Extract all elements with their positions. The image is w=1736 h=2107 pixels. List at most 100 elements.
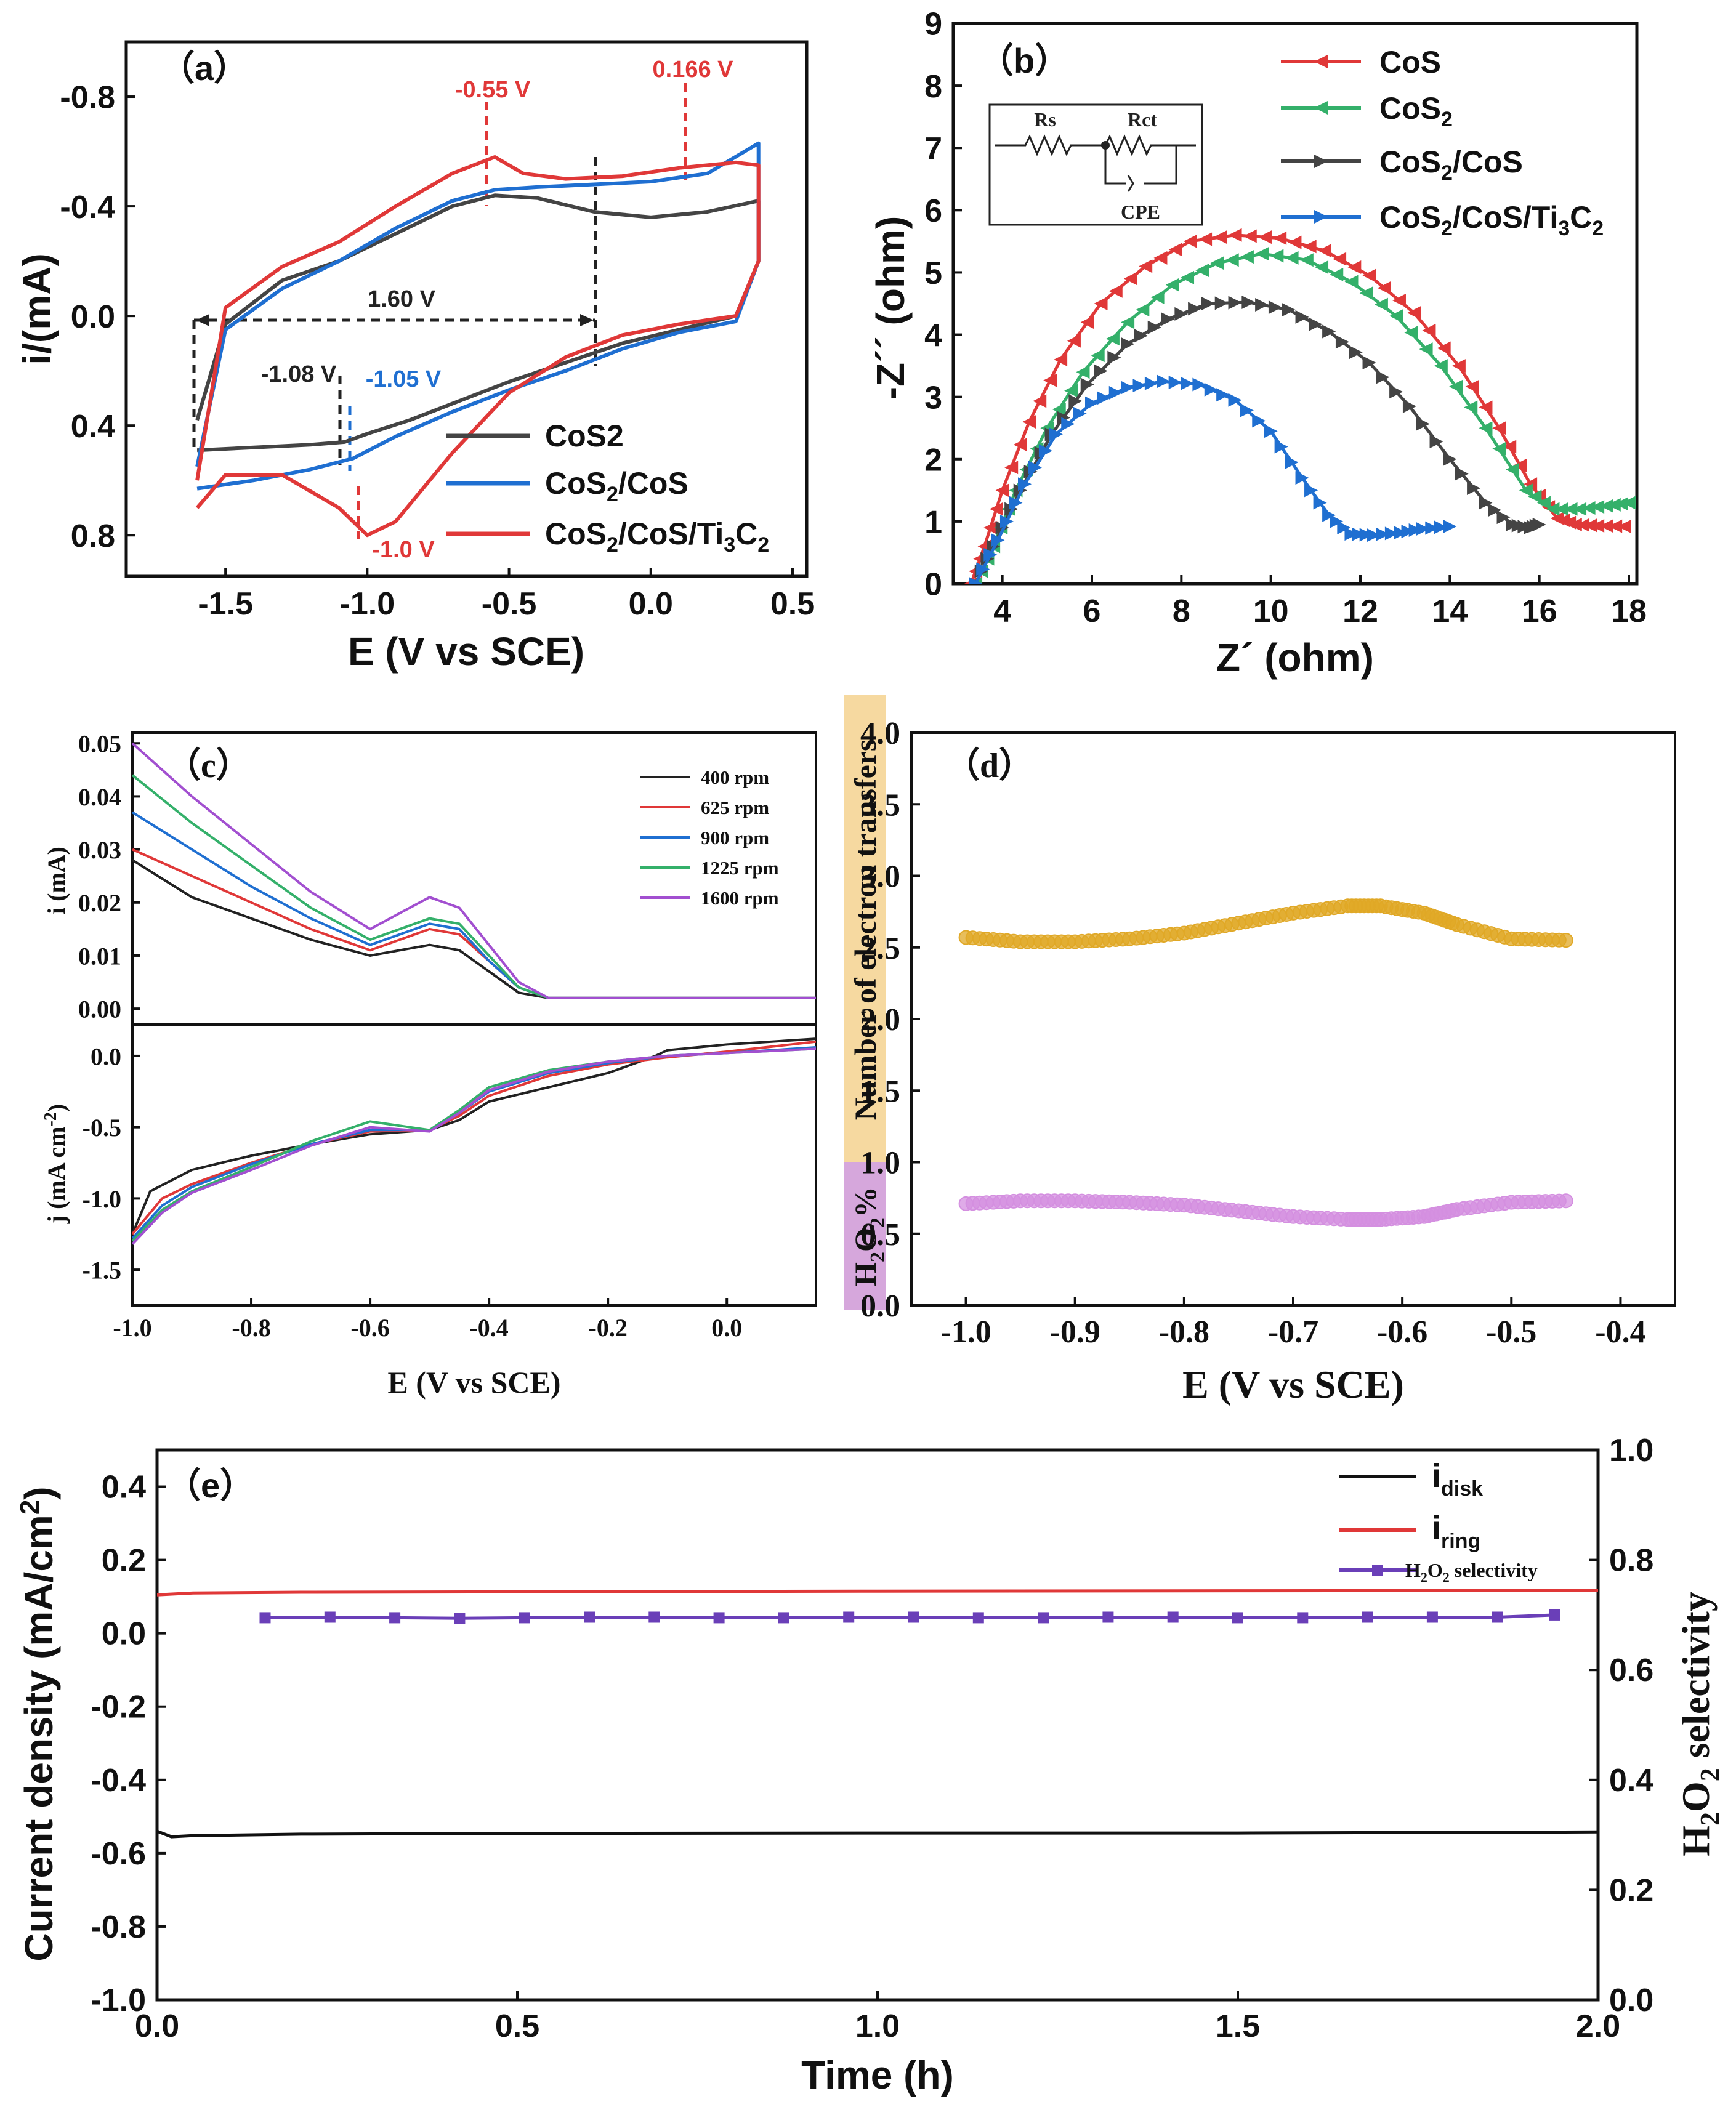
panel-b-marker-0 (1213, 230, 1227, 244)
panel-d-label: （d） (945, 746, 1033, 785)
panel-b-marker-0 (1583, 518, 1597, 533)
panel-b-marker-3 (1049, 427, 1063, 441)
panel-b-marker-3 (1313, 496, 1327, 510)
panel-b-ytick-label: 9 (924, 7, 942, 42)
panel-b-marker-1 (1404, 326, 1418, 340)
panel-b-marker-1 (1315, 260, 1329, 275)
panel-e-marker (1167, 1611, 1179, 1623)
panel-e-marker (1549, 1609, 1560, 1621)
panel-b-marker-0 (1183, 234, 1197, 248)
panel-e-marker (584, 1611, 595, 1623)
panel-b-marker-3 (1228, 393, 1242, 407)
panel-d-ytick-label: 0.5 (860, 1217, 900, 1252)
panel-b-marker-0 (1228, 228, 1242, 242)
legend-label-cos: CoS (1379, 45, 1441, 79)
panel-e-ytick-label: -0.4 (91, 1763, 146, 1799)
rs-label: Rs (1034, 108, 1056, 131)
panel-b-marker-3 (1264, 424, 1278, 438)
panel-d-point-0 (1558, 933, 1573, 948)
panel-b-marker-0 (1465, 379, 1479, 393)
panel-b-marker-0 (1123, 272, 1137, 286)
panel-b-marker-3 (1274, 440, 1288, 454)
panel-c-legend-label-2: 900 rpm (701, 827, 769, 848)
arrow-left (196, 314, 209, 326)
panel-b-marker-3 (1352, 527, 1366, 541)
panel-b-series-3 (974, 379, 1450, 584)
panel-c-top-ytick-label: 0.01 (78, 942, 121, 970)
annotation-0.55V: -0.55 V (455, 77, 531, 103)
panel-b-marker-0 (1080, 315, 1094, 329)
panel-e-right-ytick-label: 0.4 (1609, 1763, 1653, 1799)
panel-c-legend-label-3: 1225 rpm (701, 857, 779, 879)
panel-c-xtick-label: -0.6 (350, 1314, 389, 1342)
panel-b-marker-1 (1464, 400, 1478, 414)
panel-e-label: （e） (166, 1466, 254, 1505)
panel-b-marker-0 (1054, 353, 1068, 366)
panel-c-top-line-0 (132, 859, 816, 999)
panel-b-marker-0 (1617, 519, 1631, 533)
legend-label-cos2-cos: CoS2/CoS (545, 466, 688, 506)
panel-b-marker-2 (1295, 310, 1309, 324)
panel-b-series-0 (969, 233, 1625, 584)
panel-c-xtick-label: -1.0 (113, 1314, 151, 1342)
panel-b-marker-3 (1394, 526, 1408, 540)
panel-b-marker-2 (1268, 300, 1282, 315)
panel-c-bottom-ytick-label: -1.0 (83, 1185, 121, 1213)
panel-e-right-ytick-label: 1.0 (1609, 1433, 1653, 1468)
panel-d-point-1 (1558, 1193, 1573, 1209)
panel-a-guides (192, 83, 687, 542)
panel-e-marker (1038, 1612, 1049, 1624)
panel-d-xtick-label: -0.7 (1268, 1315, 1318, 1350)
panel-b-marker-0 (1609, 519, 1623, 533)
panel-b-legend: CoS CoS2 CoS2/CoS CoS2/CoS/Ti3C2 (1281, 45, 1604, 240)
panel-b-marker-1 (1181, 270, 1195, 284)
panel-b-marker-2 (1121, 337, 1135, 351)
panel-d-ytick-label: 4.0 (860, 716, 900, 751)
panel-b-marker-2 (1147, 320, 1161, 334)
panel-b-marker-2 (1322, 324, 1336, 339)
panel-b-xtick-label: 18 (1611, 594, 1647, 629)
panel-a-ylabel: i/(mA) (15, 253, 59, 365)
panel-d-xlabel: E (V vs SCE) (1182, 1363, 1404, 1406)
legend-marker-0 (1314, 55, 1328, 68)
panel-b-marker-3 (991, 533, 1005, 547)
panel-d-ytick-label: 1.5 (860, 1074, 900, 1109)
panel-d-xtick-label: -0.9 (1050, 1315, 1100, 1350)
panel-b-marker-1 (1449, 379, 1463, 393)
panel-c-bottom-ytick-label: 0.0 (91, 1042, 121, 1070)
panel-b-marker-0 (1258, 230, 1272, 244)
panel-b-marker-3 (1028, 461, 1042, 475)
panel-e-line-1 (157, 1589, 1598, 1597)
annotation-1.0V: -1.0 V (372, 537, 435, 563)
panel-d-ytick-label: 2.0 (860, 1002, 900, 1037)
panel-c-bottom-line-0 (132, 1037, 816, 1235)
panel-c-legend-label-1: 625 rpm (701, 797, 769, 818)
panel-b-marker-1 (1434, 359, 1448, 373)
panel-c-bottom-line-1 (132, 1040, 816, 1235)
panel-b-marker-3 (999, 514, 1014, 528)
panel-b-ytick-label: 6 (924, 193, 942, 229)
panel-e-marker (1426, 1611, 1438, 1623)
panel-e-marker (259, 1612, 271, 1624)
circuit-wire (995, 134, 1196, 156)
panel-b-marker-0 (1347, 260, 1362, 275)
cpe-wire-left (1104, 145, 1126, 185)
panel-c-top-ytick-label: 0.05 (78, 730, 121, 758)
panel-b-marker-1 (1374, 297, 1388, 312)
panel-c-top-ytick-label: 0.03 (78, 836, 121, 864)
panel-e-marker (454, 1613, 466, 1624)
panel-a-xtick-label: -1.0 (340, 586, 395, 622)
panel-b-marker-0 (1033, 394, 1047, 408)
panel-c-xtick-label: -0.8 (232, 1314, 270, 1342)
panel-a-xlabel: E (V vs SCE) (348, 629, 584, 674)
panel-b-marker-3 (1376, 527, 1390, 541)
annotation-1.05V: -1.05 V (366, 366, 442, 392)
legend-label-idisk: idisk (1432, 1457, 1483, 1501)
panel-b-ylabel: -Z´´ (ohm) (868, 216, 913, 400)
panel-b-marker-3 (1240, 403, 1254, 417)
panel-a-xtick-label: 0.5 (770, 586, 815, 622)
panel-d-xtick-label: -0.4 (1595, 1315, 1645, 1350)
panel-b-marker-1 (1492, 441, 1506, 456)
panel-a: （a） -1.5 -1.0 -0.5 0.0 0.5-0.8-0.40.00.40.8 … (15, 40, 815, 674)
panel-c-top-ytick-label: 0.04 (78, 783, 121, 811)
